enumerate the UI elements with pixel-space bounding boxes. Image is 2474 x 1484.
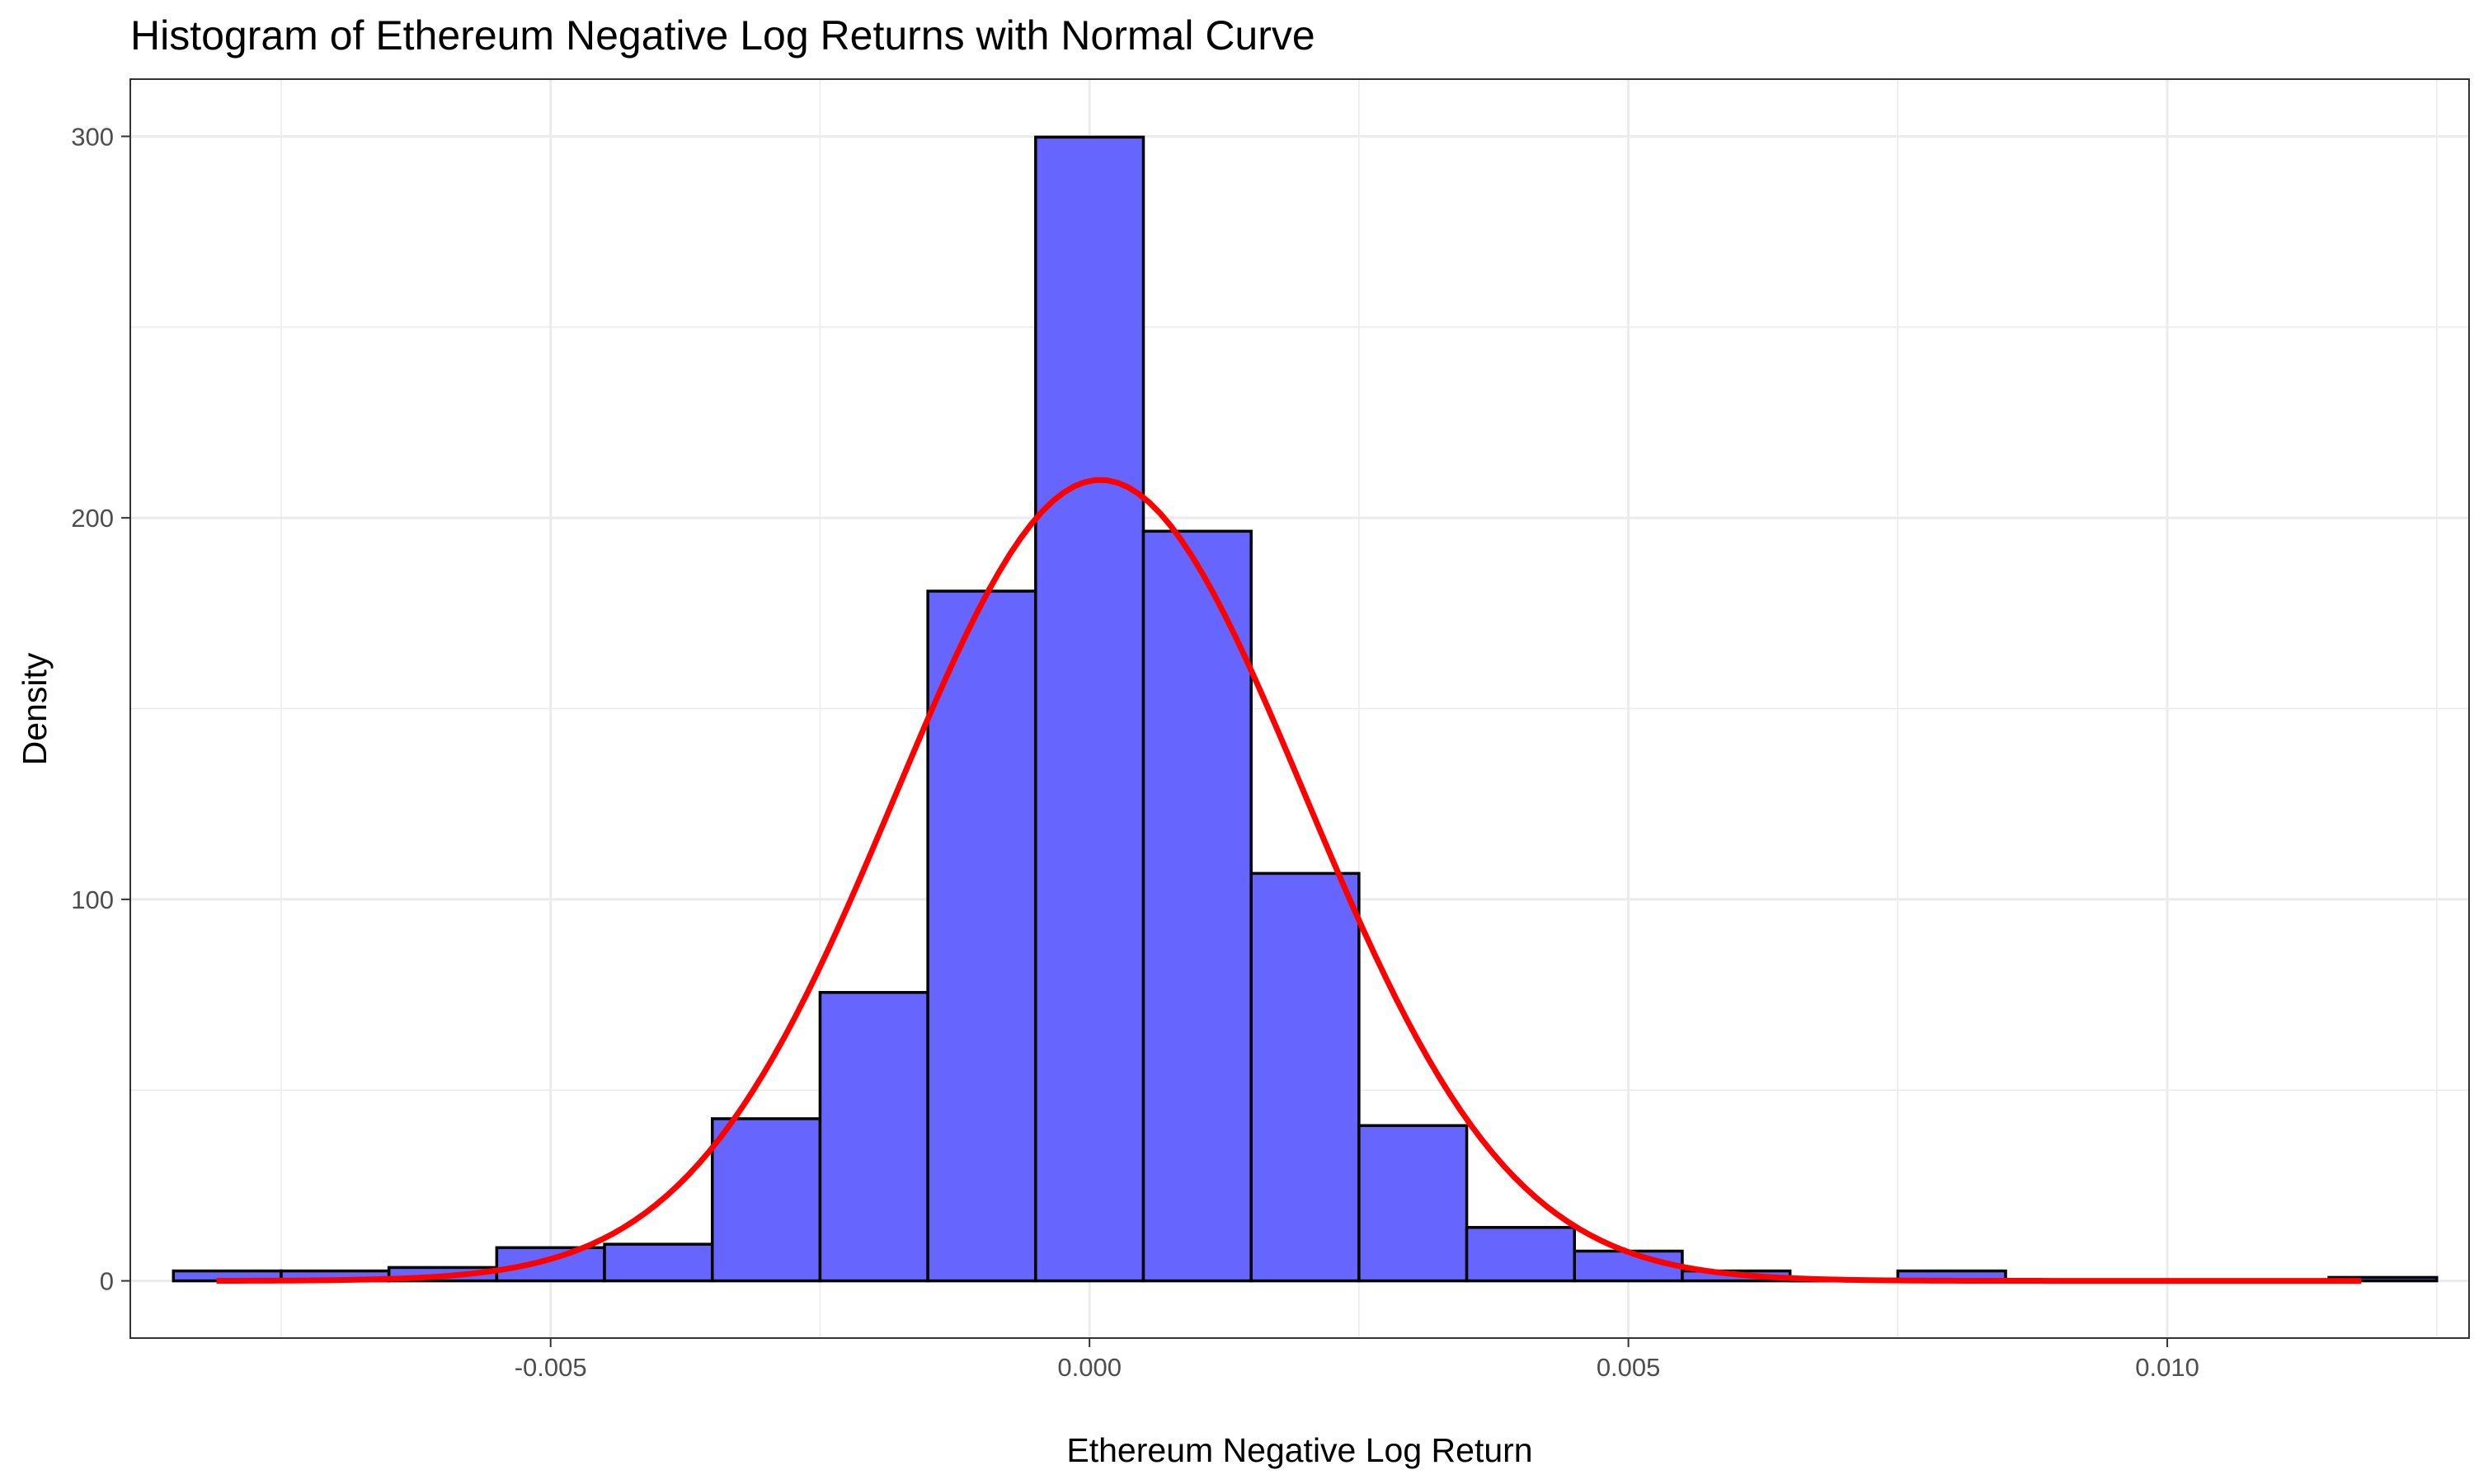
x-tick-label: 0.010: [2135, 1353, 2199, 1382]
histogram-bar: [710, 1117, 822, 1283]
y-tick-label: 200: [71, 504, 114, 533]
y-axis: 0 100 200 300: [71, 122, 130, 1296]
histogram-bar: [1249, 871, 1361, 1283]
histogram-bar: [1357, 1124, 1469, 1283]
x-tick-label: 0.005: [1597, 1353, 1661, 1382]
x-axis: -0.005 0.000 0.005 0.010: [515, 1338, 2199, 1382]
histogram-bar: [1573, 1249, 1684, 1283]
y-axis-title: Density: [16, 652, 54, 765]
histogram-bar: [1034, 135, 1145, 1283]
histogram-bar: [603, 1242, 714, 1283]
y-tick-label: 100: [71, 885, 114, 914]
histogram-bar: [495, 1246, 606, 1283]
y-tick-label: 0: [100, 1267, 114, 1296]
x-tick-label: 0.000: [1057, 1353, 1122, 1382]
normal-curve-line: [216, 477, 2362, 1284]
x-axis-title: Ethereum Negative Log Return: [1066, 1431, 1532, 1469]
histogram-bar: [926, 589, 1037, 1283]
histogram-bars: [172, 135, 2439, 1283]
histogram-bar: [1465, 1226, 1577, 1283]
histogram-bar: [818, 991, 929, 1283]
histogram-bar: [1141, 529, 1253, 1283]
plot-panel-border: [129, 78, 2470, 1339]
x-tick-label: -0.005: [515, 1353, 587, 1382]
y-tick-label: 300: [71, 122, 114, 151]
chart-title: Histogram of Ethereum Negative Log Retur…: [130, 12, 1315, 59]
